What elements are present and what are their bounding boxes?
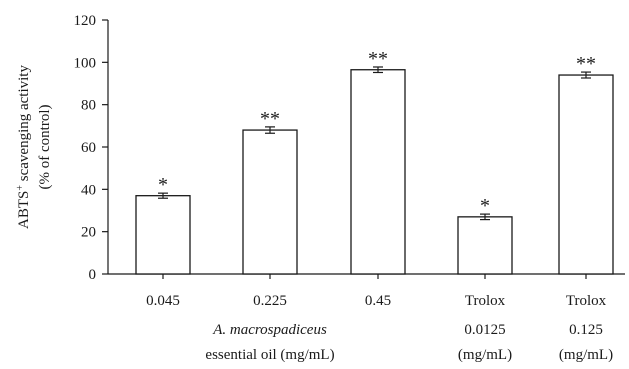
significance-marker: * <box>158 174 168 196</box>
category-sublabel-unit: (mg/mL) <box>559 347 613 363</box>
y-tick-label: 40 <box>81 182 96 198</box>
significance-marker: ** <box>368 48 388 70</box>
significance-marker: ** <box>576 53 596 75</box>
category-label: Trolox <box>465 293 506 309</box>
group-label-unit: essential oil (mg/mL) <box>205 347 334 363</box>
y-axis-title-line2: (% of control) <box>37 105 53 190</box>
significance-marker: * <box>480 195 490 217</box>
bar <box>350 69 406 275</box>
category-sublabel-unit: (mg/mL) <box>458 347 512 363</box>
bar <box>558 74 614 275</box>
y-tick-label: 100 <box>74 55 97 71</box>
labels: 0.045 0.225 0.45 Trolox Trolox 0.0125 (mg/mL) 0… <box>15 65 614 363</box>
category-label: 0.045 <box>146 293 180 309</box>
category-label: 0.45 <box>365 293 391 309</box>
y-tick-label: 120 <box>74 13 97 29</box>
bars: ******** <box>135 48 614 275</box>
axes: 0 20 40 60 80 100 120 <box>74 13 625 283</box>
bar <box>242 129 298 275</box>
bar <box>135 195 191 275</box>
y-axis-title-line1: ABTS+ scavenging activity <box>15 65 33 229</box>
significance-marker: ** <box>260 108 280 130</box>
y-tick-label: 80 <box>81 98 96 114</box>
y-tick-label: 20 <box>81 225 96 241</box>
y-tick-label: 60 <box>81 140 96 156</box>
category-sublabel-concentration: 0.125 <box>569 322 603 338</box>
category-sublabel-concentration: 0.0125 <box>464 322 505 338</box>
y-tick-label: 0 <box>89 267 97 283</box>
category-label: Trolox <box>566 293 607 309</box>
bar <box>457 216 513 275</box>
category-label: 0.225 <box>253 293 287 309</box>
group-label-species: A. macrospadiceus <box>212 322 327 338</box>
